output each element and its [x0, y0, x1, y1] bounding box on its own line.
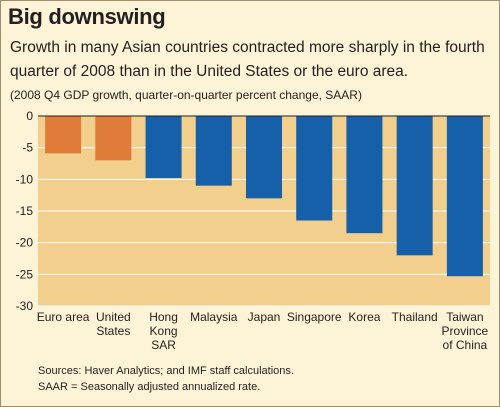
- x-category-label: Euro area: [37, 310, 90, 324]
- x-category-label: United States: [96, 310, 131, 338]
- x-category-label: Singapore: [287, 310, 342, 324]
- bar-united-states: [95, 116, 132, 161]
- bar-euro-area: [45, 116, 82, 154]
- x-category-label: Hong Kong SAR: [149, 310, 178, 352]
- chart-subtitle: Growth in many Asian countries contracte…: [10, 39, 485, 80]
- x-category-label: Taiwan Province of China: [442, 310, 489, 352]
- y-tick-label: -30: [16, 299, 34, 313]
- x-category-label: Thailand: [392, 310, 438, 324]
- bar-hong-kong-sar: [145, 116, 182, 179]
- y-tick-label: 0: [26, 109, 33, 123]
- y-tick-label: -25: [16, 267, 34, 281]
- x-category-label: Malaysia: [190, 310, 238, 324]
- bar-malaysia: [195, 116, 232, 186]
- y-tick-label: -10: [16, 172, 34, 186]
- sources-note: Sources: Haver Analytics; and IMF staff …: [38, 365, 294, 377]
- x-category-label: Korea: [348, 310, 380, 324]
- bar-taiwan-province-of-china: [446, 116, 483, 277]
- saar-note: SAAR = Seasonally adjusted annualized ra…: [38, 381, 261, 393]
- bar-japan: [246, 116, 282, 199]
- bar-singapore: [296, 116, 333, 221]
- x-category-label: Japan: [248, 310, 281, 324]
- y-tick-label: -15: [16, 204, 34, 218]
- unit-note: (2008 Q4 GDP growth, quarter-on-quarter …: [10, 88, 362, 102]
- bar-thailand: [396, 116, 433, 256]
- y-tick-label: -20: [16, 236, 34, 250]
- chart-title: Big downswing: [8, 4, 166, 29]
- bar-korea: [346, 116, 383, 234]
- y-tick-label: -5: [22, 141, 33, 155]
